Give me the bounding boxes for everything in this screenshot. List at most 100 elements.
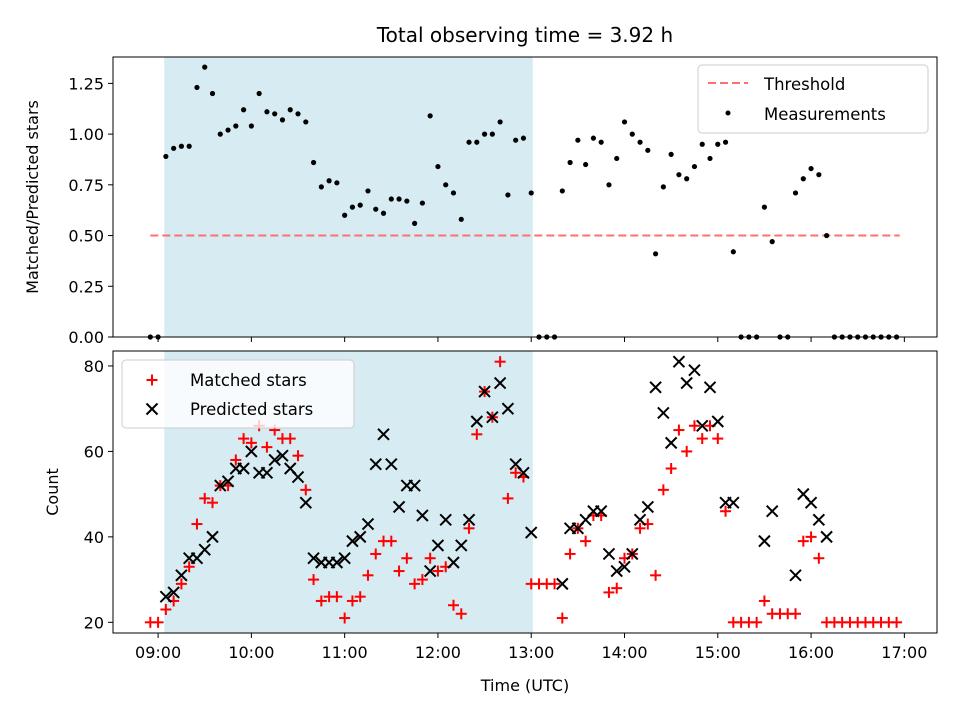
predicted-star-point-b (338, 552, 351, 565)
predicted-star-point (602, 547, 616, 561)
predicted-star-point-b (167, 586, 180, 599)
matched-star-point (308, 574, 320, 586)
predicted-star-point-b (369, 458, 382, 471)
predicted-star-point (657, 406, 670, 420)
measurement-point (598, 139, 604, 145)
measurement-point (520, 135, 527, 141)
matched-star-point (688, 420, 700, 432)
predicted-star-points (159, 355, 833, 603)
measurement-point (614, 155, 620, 162)
predicted-star-point-b (657, 406, 670, 420)
chart-title: Total observing time = 3.92 h (376, 23, 673, 47)
predicted-star-point (392, 500, 406, 514)
measurement-point (699, 141, 705, 147)
predicted-star-point-b (820, 530, 833, 544)
predicted-star-point (462, 513, 476, 526)
predicted-star-point-b (353, 530, 367, 544)
predicted-star-point-b (688, 364, 701, 377)
measurement-point (264, 109, 270, 115)
matched-star-point (634, 522, 646, 534)
predicted-star-point-b (439, 513, 452, 526)
predicted-star-point-b (198, 543, 211, 556)
predicted-star-point (641, 500, 655, 514)
predicted-star-point-b (556, 577, 569, 591)
measurement-point (443, 182, 449, 188)
measurement-point (606, 182, 612, 188)
measurement-point (621, 119, 628, 125)
measurement-point (404, 198, 410, 204)
measurement-point (800, 176, 806, 182)
predicted-star-point-b (268, 453, 281, 467)
measurement-point (194, 84, 200, 91)
predicted-star-point (245, 445, 258, 458)
measurement-point (248, 123, 254, 129)
matched-star-point (502, 492, 514, 504)
ratio-panel-y-ticks: 0.00 0.25 0.50 0.75 1.00 1.25 (68, 74, 113, 347)
measurement-point (691, 163, 698, 170)
measurement-point (349, 204, 356, 210)
predicted-star-point (610, 564, 623, 578)
matched-star-point (160, 604, 172, 615)
measurement-point (707, 155, 713, 162)
predicted-star-point-b (664, 436, 678, 450)
measurement-point (365, 188, 371, 194)
predicted-star-point (276, 449, 289, 462)
predicted-star-point (820, 530, 833, 544)
predicted-star-point (159, 590, 173, 603)
predicted-star-point-b (291, 470, 305, 484)
predicted-star-point (408, 479, 421, 492)
measurement-point (225, 127, 231, 133)
predicted-star-point (758, 534, 771, 548)
measurement-point (217, 131, 223, 137)
measurement-point (295, 111, 301, 117)
matched-legend-marker-shape (146, 374, 158, 386)
predicted-star-point (260, 466, 274, 479)
x-tick-label: 15:00 (695, 643, 741, 662)
predicted-star-point-b (260, 466, 274, 479)
measurement-point (816, 172, 822, 178)
predicted-star-point-b (431, 539, 445, 552)
matched-star-point (463, 522, 475, 534)
predicted-star-point (369, 458, 382, 471)
predicted-star-point (633, 513, 647, 526)
measurement-point (388, 196, 394, 202)
predicted-star-point (431, 539, 445, 552)
measurements-legend-label: Measurements (764, 105, 886, 124)
matched-star-point (362, 569, 374, 581)
measurement-point (730, 249, 736, 255)
ratio-panel: 0.00 0.25 0.50 0.75 1.00 1.25 Total observing… (23, 23, 938, 347)
predicted-star-point-b (392, 500, 406, 514)
measurement-point (590, 135, 597, 141)
predicted-star-point-b (455, 539, 468, 552)
predicted-star-point-b (493, 376, 507, 390)
matched-star-point (346, 595, 358, 607)
y-tick-label: 40 (84, 528, 104, 547)
predicted-star-point-b (159, 590, 173, 603)
matched-star-point (152, 616, 164, 628)
y-tick-label: 0.50 (68, 227, 104, 246)
predicted-star-point (439, 513, 452, 526)
measurement-point (256, 90, 262, 97)
predicted-star-point-b (377, 428, 390, 441)
measurement-point (567, 159, 573, 166)
x-tick-label: 12:00 (415, 643, 461, 662)
matched-star-point (199, 492, 211, 504)
observing-interval-shade (164, 57, 533, 337)
x-tick-label: 11:00 (322, 643, 368, 662)
matched-star-point (393, 565, 405, 577)
time-x-axis-label: Time (UTC) (480, 676, 569, 695)
predicted-star-point (688, 364, 701, 377)
measurement-point (342, 212, 348, 218)
matched-star-point (580, 535, 592, 547)
predicted-star-point-b (672, 355, 686, 368)
matched-star-point (891, 616, 903, 628)
predicted-star-point (346, 534, 359, 548)
matched-star-point (245, 437, 257, 449)
measurement-point (435, 163, 441, 170)
measurement-point (419, 200, 425, 206)
predicted-star-point (447, 556, 460, 569)
matched-star-point (331, 591, 343, 603)
predicted-star-point-b (361, 517, 375, 531)
count-panel: 09:00 10:00 11:00 12:00 13:00 14:00 15:00 16:00… (43, 350, 938, 695)
predicted-star-point-b (284, 462, 297, 475)
